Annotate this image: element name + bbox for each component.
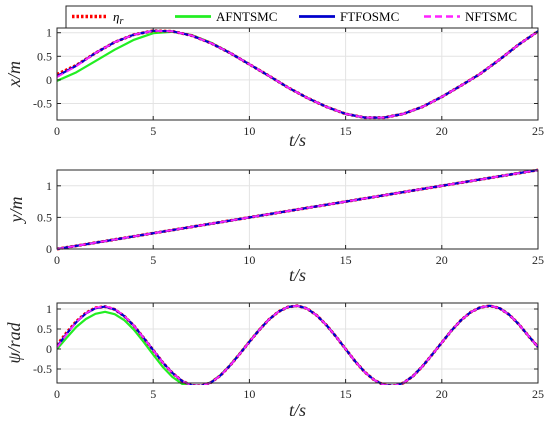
y-tick-label: 0.5 <box>37 322 52 336</box>
y-tick-label: -0.5 <box>33 362 52 376</box>
x-tick-label: 25 <box>532 253 544 267</box>
y-tick-label: 1 <box>46 179 52 193</box>
subplot-3: 0 5 10 15 20 25-0.500.51t/sψ/rad <box>4 302 544 420</box>
y-tick-label: 1 <box>46 302 52 316</box>
subplot-1: 0 5 10 15 20 25-0.500.51t/sx/m <box>4 26 544 150</box>
panels: 0 5 10 15 20 25-0.500.51t/sx/m0 5 10 15 20 2500.51… <box>4 26 544 420</box>
series-line-afntsmc <box>57 304 538 385</box>
series-line-nftsmc <box>57 304 538 385</box>
x-tick-label: 10 <box>243 387 255 401</box>
x-axis-label: t/s <box>289 400 306 420</box>
series-line-nftsmc <box>57 169 538 250</box>
series-line-afntsmc <box>57 30 538 119</box>
x-tick-label: 5 <box>150 124 156 138</box>
x-tick-label: 10 <box>243 253 255 267</box>
legend-label-eta-r: ηr <box>113 9 123 27</box>
y-tick-label: 0 <box>46 242 52 256</box>
legend-label-ftfosmc: FTFOSMC <box>340 9 399 24</box>
x-axis-label: t/s <box>289 130 306 150</box>
x-tick-label: 20 <box>436 253 448 267</box>
axes-box <box>56 169 539 250</box>
x-tick-label: 25 <box>532 387 544 401</box>
y-tick-label: 0.5 <box>37 49 52 63</box>
y-axis-label: ψ/rad <box>4 321 24 363</box>
x-tick-label: 20 <box>436 124 448 138</box>
y-tick-label: 1 <box>46 26 52 40</box>
y-tick-label: -0.5 <box>33 96 52 110</box>
x-tick-label: 20 <box>436 387 448 401</box>
x-tick-label: 5 <box>150 253 156 267</box>
axes-box <box>56 302 539 384</box>
x-tick-label: 5 <box>150 387 156 401</box>
legend: ηr AFNTSMC FTFOSMC NFTSMC <box>65 5 533 29</box>
x-tick-label: 15 <box>340 387 352 401</box>
y-tick-label: 0 <box>46 73 52 87</box>
x-tick-label: 25 <box>532 124 544 138</box>
series-line-eta-r <box>57 304 538 385</box>
x-tick-label: 0 <box>54 387 60 401</box>
y-tick-label: 0 <box>46 342 52 356</box>
y-axis-label: y/m <box>6 197 26 225</box>
x-tick-label: 0 <box>54 253 60 267</box>
y-tick-label: 0.5 <box>37 210 52 224</box>
legend-label-afntsmc: AFNTSMC <box>216 9 277 24</box>
series-line-nftsmc <box>57 29 538 119</box>
x-tick-label: 15 <box>340 124 352 138</box>
y-axis-label: x/m <box>4 61 24 88</box>
x-tick-label: 10 <box>243 124 255 138</box>
series-line-ftfosmc <box>57 29 538 119</box>
x-tick-label: 15 <box>340 253 352 267</box>
series-line-ftfosmc <box>57 304 538 385</box>
series-line-eta-r <box>57 29 538 120</box>
legend-label-nftsmc: NFTSMC <box>465 9 517 24</box>
x-tick-label: 0 <box>54 124 60 138</box>
subplot-2: 0 5 10 15 20 25 0 0.5 1 t/s y/m <box>6 168 544 285</box>
x-axis-label: t/s <box>289 265 306 285</box>
